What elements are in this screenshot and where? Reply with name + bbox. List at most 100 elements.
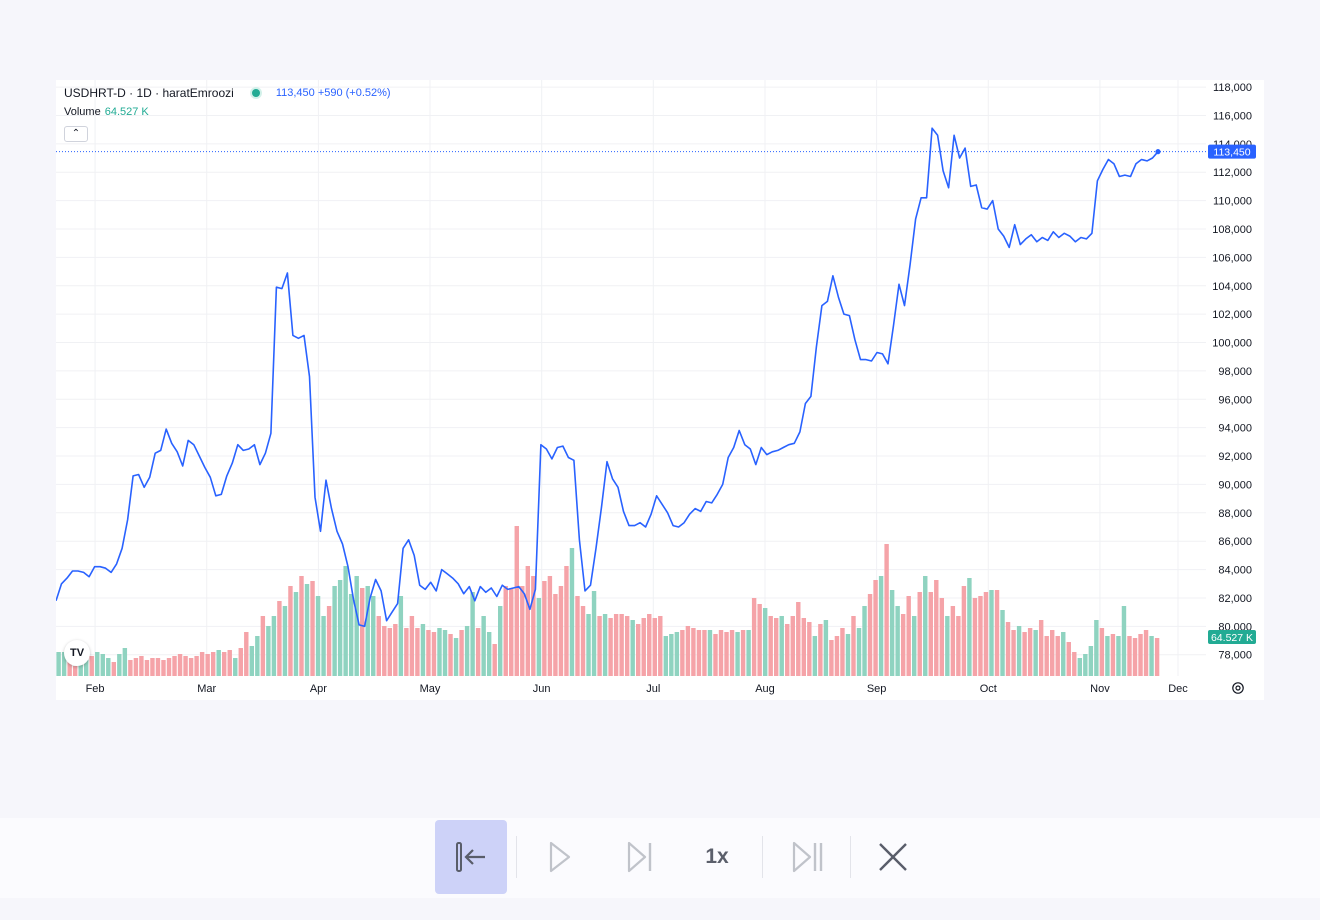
symbol-title[interactable]: USDHRT-D · 1D · haratEmroozi <box>64 86 234 100</box>
collapse-legend-button[interactable]: ⌃ <box>64 126 88 142</box>
y-tick-label: 98,000 <box>1218 366 1252 378</box>
volume-bar <box>271 616 277 676</box>
volume-bar <box>139 656 144 676</box>
volume-bar <box>326 606 332 676</box>
volume-bar <box>972 598 978 676</box>
volume-bar <box>630 620 635 676</box>
x-tick-label: Jul <box>646 683 660 695</box>
volume-bar <box>260 616 266 676</box>
volume-bar <box>128 660 133 676</box>
volume-bar <box>735 632 740 676</box>
volume-bar <box>1033 630 1038 676</box>
chart-panel: 78,000 80,000 82,000 84,000 86,000 88,000 90,0… <box>56 80 1264 700</box>
volume-bar <box>923 576 928 676</box>
volume-bar <box>459 630 464 676</box>
volume-bar <box>376 616 381 676</box>
volume-bar <box>72 666 78 676</box>
volume-bar <box>983 592 989 676</box>
volume-bar <box>398 596 404 676</box>
y-tick-label: 94,000 <box>1218 423 1252 435</box>
volume-bar <box>122 648 128 676</box>
volume-bar <box>531 576 536 676</box>
volume-bar <box>431 632 437 676</box>
volume-bar <box>1066 642 1071 676</box>
volume-bar <box>558 586 564 676</box>
volume-bar <box>624 616 630 676</box>
step-forward-button[interactable] <box>618 820 662 894</box>
volume-bar <box>823 620 829 676</box>
x-tick-label: Jun <box>533 683 551 695</box>
volume-bar <box>790 616 795 676</box>
gear-icon[interactable] <box>1231 681 1245 695</box>
step-forward-icon <box>627 841 652 873</box>
volume-bar <box>580 606 586 676</box>
volume-bar <box>917 592 922 676</box>
volume-bar <box>1132 638 1138 676</box>
volume-bar <box>878 576 884 676</box>
volume-bar <box>889 590 895 676</box>
volume-bar <box>393 624 398 676</box>
close-icon <box>879 843 907 871</box>
jump-to-start-icon <box>456 842 485 872</box>
volume-bar <box>216 650 221 676</box>
volume-bar <box>1038 620 1044 676</box>
separator <box>850 836 851 878</box>
volume-bar <box>856 628 862 676</box>
speed-button[interactable]: 1x <box>705 845 729 868</box>
volume-bar <box>934 580 939 676</box>
volume-bar <box>238 648 243 676</box>
price-badge <box>1208 144 1256 159</box>
volume-bar <box>244 632 249 676</box>
volume-bar <box>597 616 602 676</box>
volume-bar <box>602 614 608 676</box>
volume-bar <box>409 616 415 676</box>
volume-bar <box>967 578 972 676</box>
volume-bar <box>293 592 299 676</box>
separator <box>516 836 517 878</box>
volume-bar <box>205 654 210 676</box>
y-tick-label: 104,000 <box>1212 281 1252 293</box>
volume-bar <box>950 606 956 676</box>
volume-bar <box>67 658 72 676</box>
volume-badge-label: 64.527 K <box>1211 632 1253 644</box>
volume-bar <box>586 614 591 676</box>
volume-bar <box>740 630 746 676</box>
volume-bar <box>172 656 177 676</box>
volume-bar <box>674 632 680 676</box>
volume-bar <box>117 654 122 676</box>
volume-bar <box>1110 634 1116 676</box>
volume-bar <box>807 622 812 676</box>
play-button[interactable] <box>538 820 582 894</box>
volume-bar <box>641 618 646 676</box>
volume-bar <box>299 576 304 676</box>
volume-bar <box>906 596 911 676</box>
volume-bar <box>464 626 470 676</box>
volume-bar <box>420 624 426 676</box>
close-replay-button[interactable] <box>870 820 916 894</box>
volume-bar <box>470 592 475 676</box>
volume-bar <box>801 618 807 676</box>
volume-bar <box>900 614 906 676</box>
volume-bar <box>613 614 619 676</box>
volume-bar <box>288 586 293 676</box>
y-tick-label: 88,000 <box>1218 508 1252 520</box>
volume-bar <box>492 644 497 676</box>
volume-bar <box>751 598 757 676</box>
volume-bar <box>337 580 343 676</box>
jump-to-start-button[interactable] <box>435 820 507 894</box>
volume-bar <box>994 590 1000 676</box>
x-tick-label: Oct <box>980 683 997 695</box>
volume-bar <box>106 658 111 676</box>
volume-bar <box>255 636 260 676</box>
price-badge-label: 113,450 <box>1213 147 1250 159</box>
volume-bar <box>304 584 310 676</box>
volume-bar <box>56 652 61 676</box>
volume-legend: Volume 64.527 K <box>64 106 149 118</box>
volume-bar <box>718 630 724 676</box>
volume-bar <box>569 548 575 676</box>
volume-bar <box>989 590 994 676</box>
jump-to-realtime-button[interactable] <box>784 820 830 894</box>
x-tick-label: May <box>420 683 441 695</box>
volume-bar <box>873 580 878 676</box>
tradingview-logo[interactable]: TV <box>64 640 90 666</box>
